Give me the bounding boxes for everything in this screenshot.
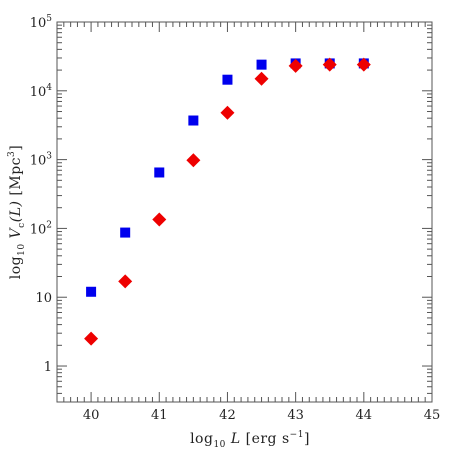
diamond-marker [186, 153, 201, 168]
y-tick-label: 1 [44, 360, 52, 375]
x-tick-labels: 40 41 42 43 44 45 [83, 408, 440, 423]
diamond-marker [288, 58, 303, 73]
axis-ticks [56, 21, 433, 403]
y-tick-label: 105 [30, 14, 53, 31]
diamond-marker [356, 57, 371, 72]
x-axis-label: log10 L [erg s−1] [190, 430, 310, 450]
square-marker [222, 74, 233, 85]
square-marker [154, 167, 165, 178]
x-tick-label: 41 [151, 408, 168, 423]
diamond-marker [84, 331, 99, 346]
diamond-marker [118, 274, 133, 289]
square-marker [188, 115, 199, 126]
diamond-marker [220, 105, 235, 120]
diamond-marker [152, 212, 167, 227]
x-tick-label: 40 [83, 408, 100, 423]
y-tick-labels: 1 10 102 103 104 105 [30, 14, 53, 375]
square-marker [120, 227, 131, 238]
x-tick-label: 45 [424, 408, 441, 423]
y-tick-label: 104 [30, 83, 53, 100]
y-tick-label: 103 [30, 152, 53, 169]
diamond-marker [254, 71, 269, 86]
diamond-marker [322, 57, 337, 72]
plot-frame [56, 21, 433, 403]
square-marker [256, 59, 267, 70]
x-tick-label: 42 [219, 408, 236, 423]
y-axis-label: log10 Vc(L) [Mpc3] [7, 145, 27, 279]
square-marker [86, 286, 97, 297]
y-tick-label: 102 [30, 220, 52, 237]
x-tick-label: 43 [287, 408, 304, 423]
y-tick-label: 10 [35, 291, 52, 306]
data-points [84, 57, 371, 346]
x-tick-label: 44 [356, 408, 373, 423]
